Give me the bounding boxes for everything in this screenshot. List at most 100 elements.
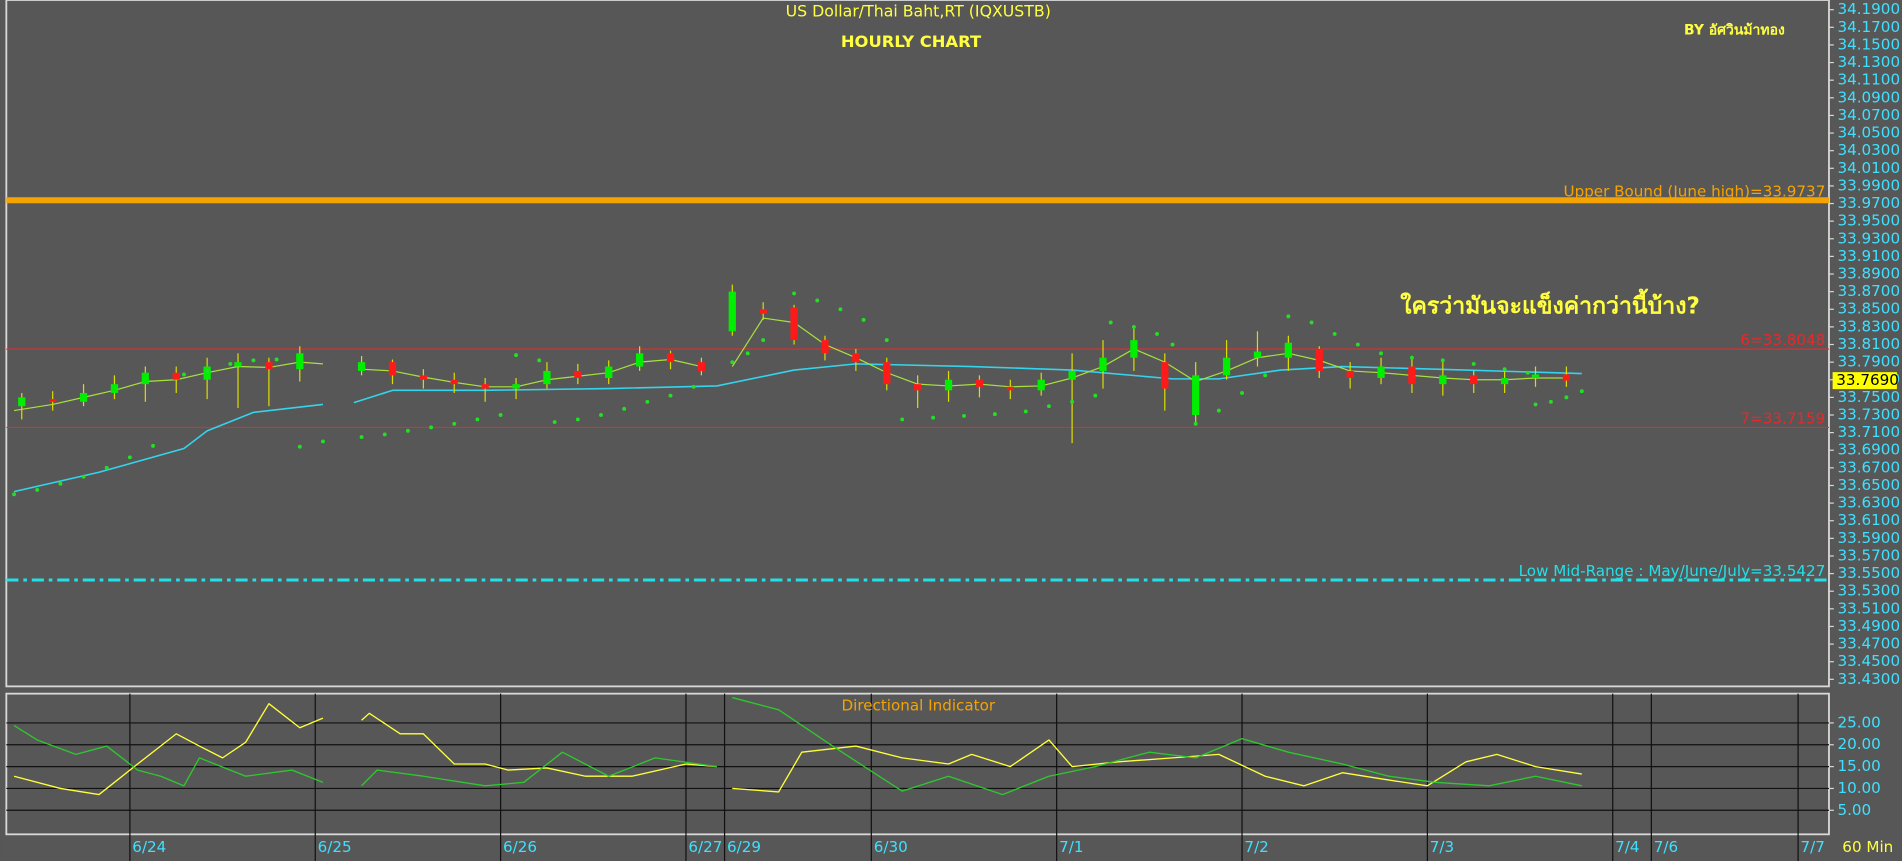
x-tick-label: 6/29 [727, 838, 761, 856]
candle-body [821, 340, 829, 354]
candle-body [49, 399, 57, 402]
candle-body [79, 392, 88, 402]
y-tick-label: 33.4500 [1837, 652, 1900, 670]
candle-body [512, 384, 520, 389]
sar-dot [730, 360, 735, 365]
sar-dot [668, 393, 673, 398]
y-tick-label: 33.4900 [1837, 617, 1900, 635]
candle-body [574, 370, 582, 378]
y-tick-label: 33.5500 [1837, 564, 1900, 582]
y-tick-label: 20.00 [1837, 735, 1880, 753]
candle-body [1377, 366, 1385, 378]
y-tick-label: 33.8500 [1837, 300, 1900, 318]
y-tick-label: 10.00 [1837, 779, 1880, 797]
x-tick-label: 6/26 [503, 838, 537, 856]
y-tick-label: 33.9300 [1837, 229, 1900, 247]
candle-body [388, 362, 397, 376]
sar-dot [1131, 324, 1136, 329]
x-tick-label: 6/30 [874, 838, 908, 856]
y-tick-label: 33.6300 [1837, 494, 1900, 512]
x-tick-label: 7/1 [1059, 838, 1083, 856]
sar-dot [691, 384, 696, 389]
candle-body [883, 362, 891, 385]
x-tick-label: 6/24 [132, 838, 166, 856]
candle-body [265, 362, 273, 370]
sar-dot [622, 406, 627, 411]
y-tick-label: 33.9100 [1837, 247, 1900, 265]
sar-dot [1409, 355, 1414, 360]
sar-dot [405, 428, 410, 433]
x-tick-label: 7/7 [1801, 838, 1825, 856]
sar-dot [1332, 331, 1337, 336]
candle-body [1562, 374, 1571, 381]
y-tick-label: 5.00 [1837, 801, 1871, 819]
sar-dot [321, 439, 325, 444]
y-tick-label: 34.0700 [1837, 106, 1900, 124]
indicator-title: Directional Indicator [841, 696, 995, 714]
sar-dot [1263, 373, 1268, 378]
y-tick-label: 33.6100 [1837, 511, 1900, 529]
y-tick-label: 33.6700 [1837, 458, 1900, 476]
indicator-line [13, 696, 1582, 796]
candle-body [203, 366, 211, 380]
y-tick-label: 34.1100 [1837, 71, 1900, 89]
sar-dot [962, 413, 966, 418]
sar-dot [81, 474, 86, 479]
sar-dot [182, 372, 186, 377]
candle-body [1284, 342, 1292, 358]
y-tick-label: 33.6900 [1837, 441, 1900, 459]
sar-dot [228, 361, 233, 366]
sar-dot [745, 351, 750, 356]
candle-body [1439, 375, 1447, 385]
candle-body [1253, 351, 1262, 358]
x-tick-label: 6/25 [318, 838, 352, 856]
interval-label: 60 Min [1842, 838, 1893, 856]
sar-dot [274, 357, 279, 362]
sar-dot [599, 413, 603, 417]
sar-dot [792, 291, 797, 296]
y-tick-label: 34.1500 [1837, 35, 1900, 53]
y-tick-label: 33.7900 [1837, 353, 1900, 371]
y-tick-label: 33.8900 [1837, 265, 1900, 283]
y-tick-label: 34.0900 [1837, 88, 1900, 106]
candle-body [759, 309, 767, 314]
sar-dot [1023, 409, 1028, 414]
sar-dot [127, 455, 132, 460]
candle-body [1408, 366, 1416, 385]
y-tick-label: 33.7500 [1837, 388, 1900, 406]
y-tick-label: 34.0100 [1837, 159, 1900, 177]
level-label: 7=33.7159 [1740, 409, 1825, 427]
y-tick-label: 34.1700 [1837, 18, 1900, 36]
candle-body [110, 384, 119, 393]
candle-body [419, 375, 428, 380]
x-tick-label: 6/27 [688, 838, 722, 856]
y-tick-label: 34.0300 [1837, 141, 1900, 159]
y-tick-label: 33.8700 [1837, 282, 1900, 300]
candle-body [481, 384, 489, 389]
sar-dot [1471, 361, 1476, 366]
sar-dot [1240, 391, 1244, 395]
candle-body [635, 353, 644, 367]
candle-body [234, 362, 242, 367]
sar-dot [1355, 342, 1360, 347]
sar-dot [1286, 314, 1291, 319]
candle-body [1531, 374, 1540, 378]
sar-dot [900, 417, 905, 422]
candle-body [450, 379, 458, 385]
sar-dot [382, 432, 387, 437]
sar-dot [1564, 395, 1569, 400]
y-tick-label: 33.9900 [1837, 176, 1900, 194]
sar-dot [1108, 320, 1113, 325]
sar-dot [552, 420, 557, 424]
sar-dot [931, 415, 936, 420]
x-tick-label: 7/6 [1654, 838, 1678, 856]
sar-dot [1549, 399, 1553, 404]
sar-dot [205, 369, 210, 373]
sar-dot [884, 338, 889, 343]
sar-dot [1502, 367, 1507, 372]
sar-dot [297, 444, 302, 449]
candle-body [357, 362, 366, 371]
candle-body [18, 397, 26, 407]
chart-title: US Dollar/Thai Baht,RT (IQXUSTB) [786, 2, 1051, 21]
sar-dot [429, 425, 434, 430]
